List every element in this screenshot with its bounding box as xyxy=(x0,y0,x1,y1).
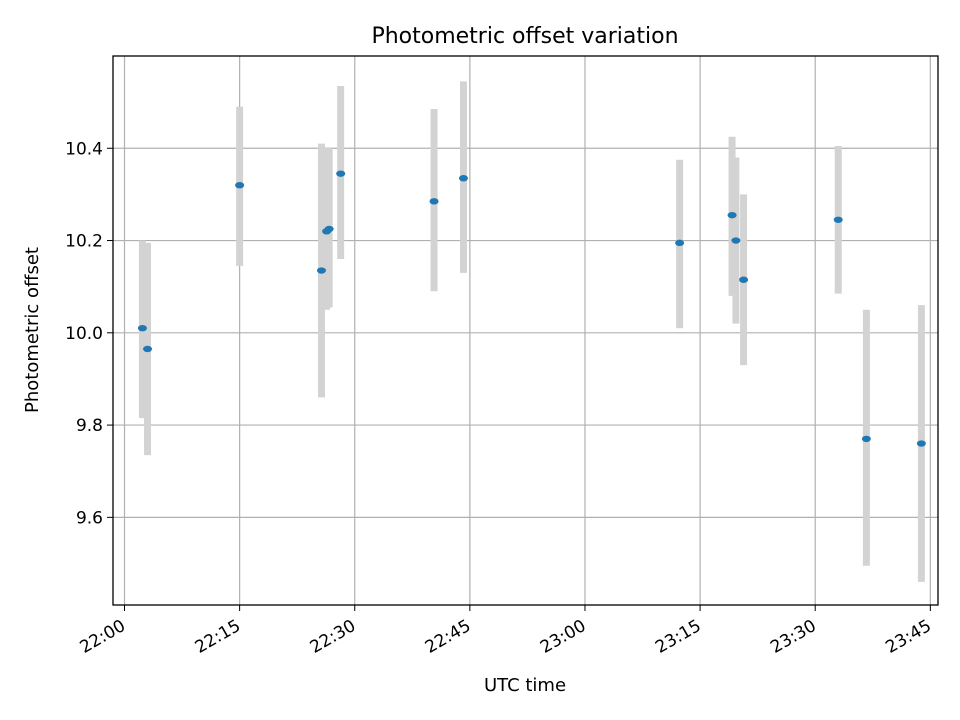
data-point xyxy=(727,211,737,219)
x-tick-label: 22:00 xyxy=(77,616,129,658)
y-tick-label: 10.4 xyxy=(65,139,103,159)
data-point xyxy=(833,216,843,223)
x-tick-label: 23:00 xyxy=(537,616,589,658)
y-tick-label: 9.6 xyxy=(76,508,103,528)
y-axis-label: Photometric offset xyxy=(22,247,43,413)
x-tick-label: 23:45 xyxy=(882,616,934,658)
x-tick-label: 22:15 xyxy=(192,616,244,658)
data-point xyxy=(137,324,147,332)
data-point xyxy=(861,435,871,443)
x-tick-label: 22:45 xyxy=(422,616,474,658)
data-point xyxy=(336,170,346,177)
data-point xyxy=(429,198,439,205)
plot-frame xyxy=(112,55,939,606)
data-point xyxy=(739,276,749,283)
point-layer xyxy=(137,170,926,447)
data-point xyxy=(458,175,468,182)
y-tick-label: 10.0 xyxy=(65,324,103,344)
x-tick-label: 23:15 xyxy=(652,616,704,658)
data-point xyxy=(143,345,153,353)
y-tick-label: 9.8 xyxy=(76,416,103,436)
grid-layer xyxy=(113,56,938,605)
errorbar-layer xyxy=(138,81,925,582)
data-point xyxy=(235,181,245,189)
data-point xyxy=(916,440,926,447)
chart-title: Photometric offset variation xyxy=(371,24,678,49)
x-tick-label: 22:30 xyxy=(307,616,359,658)
data-point xyxy=(316,267,326,274)
data-point xyxy=(675,239,685,247)
data-point xyxy=(731,237,741,244)
x-tick-label: 23:30 xyxy=(767,616,819,658)
data-point xyxy=(324,225,334,233)
tick-layer: 22:00 22:15 22:30 22:45 23:00 23:15 23:30 23:45… xyxy=(65,139,935,658)
y-tick-label: 10.2 xyxy=(65,232,103,252)
x-axis-label: UTC time xyxy=(484,675,566,696)
